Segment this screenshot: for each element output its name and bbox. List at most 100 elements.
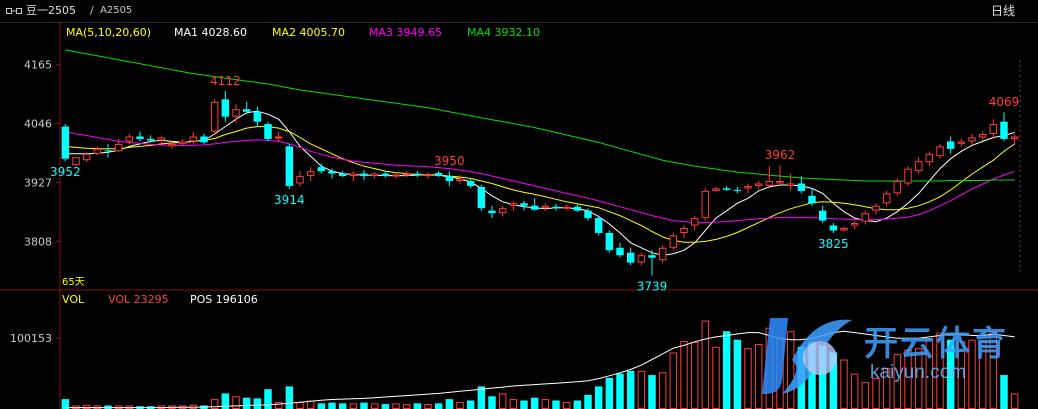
volume-bar[interactable] [616, 373, 624, 409]
volume-bar[interactable] [946, 339, 955, 409]
candle-body[interactable] [744, 185, 752, 189]
candle-body[interactable] [210, 101, 219, 132]
candle-body[interactable] [776, 181, 784, 184]
candle-body[interactable] [424, 174, 432, 177]
volume-bar[interactable] [61, 399, 70, 409]
candle-body[interactable] [680, 228, 688, 233]
volume-bar[interactable] [957, 341, 966, 409]
volume-bar[interactable] [925, 338, 934, 409]
candle-body[interactable] [733, 189, 742, 191]
candle-body[interactable] [370, 173, 379, 177]
candle-body[interactable] [829, 225, 838, 231]
candle-body[interactable] [61, 126, 70, 159]
volume-bar[interactable] [306, 400, 315, 409]
volume-bar[interactable] [552, 400, 560, 409]
candle-body[interactable] [328, 171, 336, 174]
candle-body[interactable] [72, 157, 80, 166]
candle-body[interactable] [296, 176, 304, 184]
volume-bar[interactable] [797, 346, 806, 409]
volume-bar[interactable] [413, 403, 422, 409]
volume-bar[interactable] [882, 367, 891, 409]
candle-body[interactable] [125, 136, 134, 142]
volume-bar[interactable] [776, 338, 784, 409]
volume-bar[interactable] [754, 343, 763, 409]
candle-body[interactable] [616, 247, 624, 256]
volume-bar[interactable] [498, 393, 507, 409]
candle-body[interactable] [456, 178, 464, 182]
candle-body[interactable] [1010, 136, 1019, 139]
candle-body[interactable] [658, 247, 667, 261]
volume-bar[interactable] [370, 403, 379, 409]
candle-body[interactable] [253, 111, 262, 122]
volume-bar[interactable] [605, 377, 614, 409]
candle-body[interactable] [381, 173, 390, 177]
volume-bar[interactable] [690, 341, 699, 409]
volume-bar[interactable] [594, 386, 603, 409]
volume-bar[interactable] [317, 403, 326, 409]
candle-body[interactable] [306, 171, 315, 177]
volume-bar[interactable] [573, 400, 582, 409]
volume-bar[interactable] [381, 404, 390, 409]
volume-bar[interactable] [904, 349, 912, 409]
volume-bar[interactable] [477, 386, 486, 409]
candle-body[interactable] [786, 183, 795, 186]
volume-bar[interactable] [584, 394, 592, 409]
volume-bar[interactable] [840, 359, 848, 409]
volume-bar[interactable] [648, 375, 656, 409]
volume-bar[interactable] [701, 320, 710, 409]
volume-bar[interactable] [509, 399, 518, 409]
volume-bar[interactable] [989, 331, 998, 409]
volume-bar[interactable] [296, 401, 304, 409]
volume-bar[interactable] [264, 389, 272, 409]
volume-bar[interactable] [402, 404, 411, 409]
candle-body[interactable] [584, 210, 592, 219]
candle-body[interactable] [936, 146, 944, 157]
volume-bar[interactable] [658, 372, 667, 409]
volume-bar[interactable] [434, 403, 443, 409]
candle-body[interactable] [712, 188, 720, 191]
candle-body[interactable] [840, 228, 848, 231]
candle-body[interactable] [978, 134, 987, 138]
candle-body[interactable] [82, 153, 91, 161]
candle-body[interactable] [488, 210, 496, 214]
candle-body[interactable] [818, 210, 827, 221]
candle-body[interactable] [904, 168, 912, 184]
candle-body[interactable] [349, 173, 358, 177]
volume-bar[interactable] [253, 398, 262, 409]
volume-bar[interactable] [392, 403, 400, 409]
candle-body[interactable] [242, 109, 251, 112]
volume-bar[interactable] [722, 331, 731, 409]
candle-body[interactable] [797, 183, 806, 191]
volume-bar[interactable] [712, 346, 720, 409]
candle-body[interactable] [914, 161, 923, 172]
candle-body[interactable] [989, 124, 998, 134]
volume-bar[interactable] [893, 353, 902, 409]
candle-body[interactable] [146, 138, 155, 141]
candle-body[interactable] [701, 190, 710, 219]
volume-bar[interactable] [445, 399, 454, 409]
period-selector[interactable]: 日线 [991, 4, 1016, 18]
candle-body[interactable] [434, 173, 443, 177]
candle-body[interactable] [413, 173, 422, 176]
volume-bar[interactable] [456, 401, 464, 409]
volume-bar[interactable] [669, 352, 678, 409]
volume-bar[interactable] [530, 397, 539, 409]
candle-body[interactable] [392, 174, 400, 177]
candle-body[interactable] [114, 143, 123, 152]
candle-body[interactable] [957, 141, 966, 144]
candle-body[interactable] [669, 235, 678, 248]
volume-bar[interactable] [338, 403, 347, 409]
candle-body[interactable] [498, 208, 507, 214]
volume-bar[interactable] [744, 348, 752, 409]
volume-bar[interactable] [520, 400, 528, 409]
volume-bar[interactable] [274, 401, 283, 409]
volume-bar[interactable] [1000, 375, 1008, 409]
candle-body[interactable] [765, 181, 774, 186]
candle-body[interactable] [552, 206, 560, 209]
candle-body[interactable] [637, 255, 646, 263]
candle-body[interactable] [754, 183, 763, 186]
volume-bar[interactable] [626, 370, 635, 409]
volume-bar[interactable] [488, 396, 496, 409]
candle-body[interactable] [104, 150, 112, 152]
